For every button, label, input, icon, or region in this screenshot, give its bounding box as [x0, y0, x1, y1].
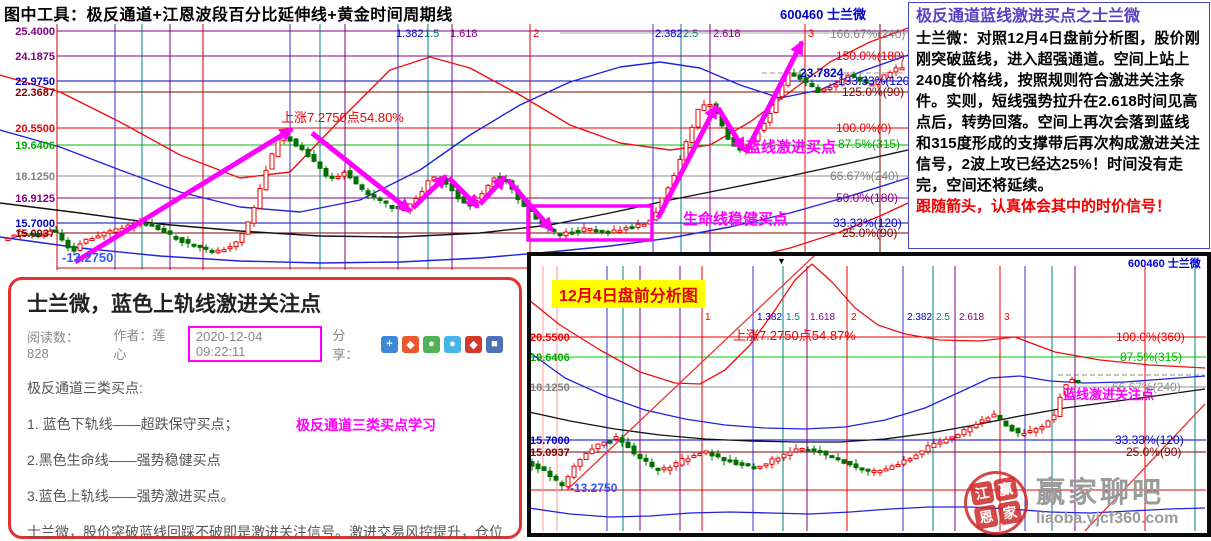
- svg-text:15.0937: 15.0937: [15, 228, 55, 240]
- analysis-highlight: 跟随箭头，认真体会其中的时价信号！: [916, 198, 1172, 215]
- svg-text:23.7824: 23.7824: [800, 66, 844, 80]
- svg-text:1.382: 1.382: [757, 312, 782, 323]
- main-kline-chart: 25.4000 24.1875 22.9750 22.3687 20.5500 19.64…: [0, 0, 913, 272]
- svg-text:600460 士兰微: 600460 士兰微: [1128, 256, 1202, 270]
- seal-char: 江: [969, 480, 995, 507]
- svg-text:20.5500: 20.5500: [531, 332, 570, 344]
- svg-text:15.0937: 15.0937: [531, 447, 570, 459]
- svg-text:2.618: 2.618: [959, 312, 984, 323]
- svg-text:上涨7.2750点54.87%: 上涨7.2750点54.87%: [733, 328, 856, 343]
- share-icon-row: + ◆ ● ● ◆ ■: [381, 335, 503, 353]
- svg-text:33.33%(120): 33.33%(120): [1115, 433, 1184, 447]
- chart-tools-title: 图中工具：极反通道+江恩波段百分比延伸线+黄金时间周期线: [4, 7, 453, 24]
- svg-text:18.1250: 18.1250: [15, 171, 55, 183]
- svg-text:15.7000: 15.7000: [531, 435, 570, 447]
- svg-text:2.618: 2.618: [713, 28, 741, 40]
- share-label: 分享：: [332, 328, 359, 362]
- article-paragraph: 士兰微，股价突破蓝线回踩不破即是激进关注信号。激进交易风控提升，仓位控制的同时止…: [27, 524, 503, 540]
- svg-text:19.6406: 19.6406: [15, 140, 55, 152]
- share-wechat-icon[interactable]: ●: [423, 335, 440, 353]
- svg-text:125.0%(90): 125.0%(90): [842, 85, 904, 99]
- site-logo: 江 赢 恩 家 赢家聊吧 liaoba.yjcf360.com: [958, 465, 1210, 541]
- svg-text:22.3687: 22.3687: [15, 87, 55, 99]
- svg-text:1.618: 1.618: [810, 312, 835, 323]
- inset-chart-caption: 12月4日盘前分析图: [552, 280, 705, 308]
- svg-text:2.5: 2.5: [936, 312, 950, 323]
- author: 作者：莲心: [113, 328, 166, 362]
- svg-text:24.1875: 24.1875: [15, 51, 55, 63]
- stock-symbol-main: 600460 士兰微: [780, 7, 866, 22]
- svg-text:166.67%(240): 166.67%(240): [830, 27, 905, 41]
- svg-text:-13.2750: -13.2750: [62, 250, 113, 265]
- svg-text:-13.2750: -13.2750: [570, 481, 618, 495]
- share-qq-icon[interactable]: ●: [444, 335, 461, 353]
- svg-text:133.33%(120): 133.33%(120): [838, 74, 910, 88]
- article-paragraph: 1. 蓝色下轨线——超跌保守买点；: [27, 416, 239, 432]
- article-panel: 士兰微，蓝色上轨线激进关注点 阅读数： 828 作者：莲心 2020-12-04…: [8, 277, 522, 541]
- svg-text:20.5500: 20.5500: [15, 123, 55, 135]
- svg-text:1.382: 1.382: [396, 28, 424, 40]
- svg-text:100.0%(0): 100.0%(0): [836, 121, 891, 135]
- site-name: 赢家聊吧: [1036, 477, 1165, 510]
- share-qzone-icon[interactable]: ◆: [465, 335, 482, 353]
- svg-text:3: 3: [1004, 312, 1010, 323]
- svg-text:1: 1: [705, 312, 711, 323]
- article-paragraph: 极反通道三类买点:: [27, 380, 143, 396]
- share-tieba-icon[interactable]: ■: [486, 335, 503, 353]
- svg-text:蓝线激进关注点: 蓝线激进关注点: [1063, 387, 1154, 402]
- article-paragraph: 3.蓝色上轨线——强势激进买点。: [27, 488, 235, 504]
- svg-text:18.1250: 18.1250: [531, 382, 570, 394]
- svg-text:2.382: 2.382: [907, 312, 932, 323]
- study-link[interactable]: 极反通道三类买点学习: [296, 417, 436, 433]
- svg-text:1.5: 1.5: [786, 312, 800, 323]
- svg-text:1.618: 1.618: [450, 28, 478, 40]
- svg-text:19.6406: 19.6406: [531, 352, 570, 364]
- seal-char: 家: [997, 499, 1023, 526]
- analysis-title: 极反通道蓝线激进买点之士兰微: [916, 8, 1141, 25]
- read-count: 阅读数： 828: [27, 330, 80, 361]
- seal-char: 赢: [992, 476, 1019, 502]
- svg-text:50.0%(180): 50.0%(180): [836, 191, 898, 205]
- svg-text:上涨7.2750点54.80%: 上涨7.2750点54.80%: [281, 110, 404, 125]
- svg-text:2: 2: [851, 312, 857, 323]
- svg-text:2.5: 2.5: [683, 28, 698, 40]
- svg-text:87.5%(315): 87.5%(315): [838, 137, 900, 151]
- share-weibo-icon[interactable]: ◆: [402, 335, 419, 353]
- svg-text:2.382: 2.382: [655, 28, 683, 40]
- svg-text:22.9750: 22.9750: [15, 76, 55, 88]
- article-paragraph: 2.黑色生命线——强势稳健买点: [27, 452, 221, 468]
- svg-text:66.67%(240): 66.67%(240): [830, 169, 899, 183]
- svg-text:25.0%(90): 25.0%(90): [1126, 445, 1181, 459]
- svg-text:3: 3: [808, 28, 814, 40]
- publish-date: 2020-12-04 09:22:11: [187, 326, 323, 362]
- svg-text:66.67%(240): 66.67%(240): [1112, 380, 1181, 394]
- article-title: 士兰微，蓝色上轨线激进关注点: [27, 293, 321, 316]
- svg-text:16.9125: 16.9125: [15, 193, 55, 205]
- share-plus-icon[interactable]: +: [381, 335, 398, 353]
- svg-text:33.33%(120): 33.33%(120): [833, 216, 902, 230]
- svg-text:▼: ▼: [777, 256, 786, 266]
- seal-icon: 江 赢 恩 家: [958, 465, 1034, 541]
- article-body: 极反通道三类买点: 1. 蓝色下轨线——超跌保守买点； 2.黑色生命线——强势稳健买…: [27, 377, 503, 541]
- svg-text:25.4000: 25.4000: [15, 26, 55, 38]
- svg-text:25.0%(90): 25.0%(90): [842, 226, 897, 240]
- analysis-panel: 极反通道蓝线激进买点之士兰微 士兰微：对照12月4日盘前分析图，股价刚刚突破蓝线…: [908, 2, 1210, 249]
- article-meta: 阅读数： 828 作者：莲心 2020-12-04 09:22:11 分享： +…: [27, 325, 503, 363]
- svg-text:150.0%(180): 150.0%(180): [836, 49, 905, 63]
- svg-text:蓝线激进买点: 蓝线激进买点: [746, 138, 836, 156]
- svg-text:100.0%(360): 100.0%(360): [1116, 330, 1185, 344]
- svg-text:15.7000: 15.7000: [15, 218, 55, 230]
- svg-text:87.5%(315): 87.5%(315): [1120, 350, 1182, 364]
- analysis-body: 士兰微：对照12月4日盘前分析图，股价刚刚突破蓝线，进入超强通道。空间上站上24…: [916, 30, 1201, 194]
- svg-text:1.5: 1.5: [424, 28, 439, 40]
- seal-char: 恩: [973, 504, 1000, 530]
- svg-text:2: 2: [533, 28, 539, 40]
- site-url[interactable]: liaoba.yjcf360.com: [1036, 509, 1179, 527]
- svg-text:生命线稳健买点: 生命线稳健买点: [683, 210, 788, 228]
